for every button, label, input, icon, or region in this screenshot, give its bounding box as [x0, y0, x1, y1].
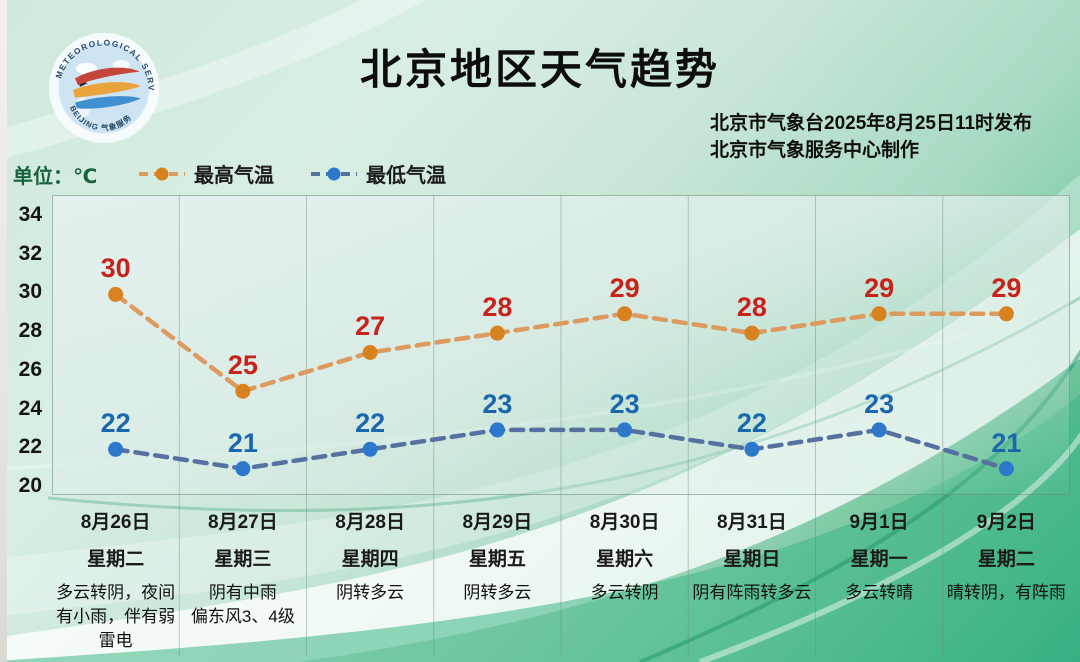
max-temp-value-label: 29 [991, 272, 1022, 303]
min-temp-value-label: 23 [864, 388, 895, 419]
date-label: 8月26日 [80, 512, 151, 533]
weekday-label: 星期日 [723, 549, 781, 570]
weather-description: 晴转阴，有阵雨 [943, 581, 1070, 605]
weekday-label: 星期二 [87, 549, 145, 570]
max-temp-point [108, 286, 124, 302]
weather-description-line: 多云转阴，夜间有小雨，伴有弱雷电 [56, 583, 176, 650]
min-temp-point [871, 422, 887, 438]
max-temp-point [871, 306, 887, 322]
max-temp-point [362, 344, 378, 360]
weather-description-line: 阴转多云 [336, 583, 405, 602]
weather-description-line: 阴有阵雨转多云 [692, 583, 812, 602]
weekday-label: 星期四 [341, 549, 399, 570]
weather-description: 阴有阵雨转多云 [688, 581, 815, 605]
min-temp-value-label: 22 [355, 408, 386, 439]
legend-item-min: 最低气温 [310, 159, 446, 188]
min-temp-value-label: 21 [227, 427, 258, 458]
date-label: 9月1日 [849, 512, 909, 533]
max-temp-value-label: 29 [864, 272, 895, 303]
min-temp-value-label: 23 [609, 388, 640, 419]
weather-description-line: 多云转阴 [590, 583, 659, 602]
weather-description: 阴转多云 [307, 581, 434, 605]
date-label: 9月2日 [976, 512, 1036, 533]
max-temp-point [235, 383, 251, 399]
weather-description: 阴有中雨偏东风3、4级 [179, 581, 306, 629]
max-temp-point [617, 306, 633, 322]
weather-description-line: 阴有中雨 [208, 583, 277, 602]
min-temp-value-label: 21 [991, 427, 1022, 458]
max-temp-value-label: 25 [227, 350, 258, 381]
weekday-label: 星期五 [468, 549, 526, 570]
date-label: 8月31日 [717, 512, 787, 533]
weather-description-line: 阴转多云 [463, 583, 532, 602]
min-temp-value-label: 22 [736, 408, 767, 439]
legend-line-icon [139, 167, 185, 180]
weekday-label: 星期三 [214, 549, 272, 570]
weather-description: 多云转晴 [816, 581, 943, 605]
page-title: 北京地区天气趋势 [359, 46, 720, 93]
min-temp-point [998, 461, 1014, 477]
date-label: 8月30日 [589, 512, 660, 533]
max-temp-value-label: 30 [100, 253, 131, 284]
weather-description: 阴转多云 [434, 581, 561, 605]
max-temp-value-label: 28 [482, 292, 513, 323]
max-temp-value-label: 27 [355, 311, 386, 342]
chart-legend: 最高气温 最低气温 [138, 159, 446, 188]
date-label: 8月29日 [462, 512, 533, 533]
legend-item-max: 最高气温 [138, 159, 274, 188]
y-axis-tick-label: 34 [18, 203, 42, 226]
legend-label: 最低气温 [366, 165, 446, 187]
legend-label: 最高气温 [194, 165, 274, 187]
publish-info: 北京市气象台2025年8月25日11时发布 北京市气象服务中心制作 [710, 110, 1060, 164]
min-temp-point [744, 441, 760, 457]
date-label: 8月27日 [208, 512, 278, 533]
legend-line-icon [311, 167, 357, 180]
max-temp-value-label: 29 [609, 272, 640, 303]
min-temp-value-label: 23 [482, 388, 513, 419]
publish-line-2: 北京市气象服务中心制作 [710, 140, 920, 161]
min-temp-point [489, 422, 505, 438]
weather-description: 多云转阴 [561, 581, 688, 605]
min-temp-point [617, 422, 633, 438]
date-label: 8月28日 [335, 512, 405, 533]
min-temp-point [362, 441, 378, 457]
unit-label: 单位：℃ [13, 166, 98, 188]
logo-icon: METEOROLOGICAL SERVICE BEIJING 气象服务 [42, 23, 160, 144]
min-temp-value-label: 22 [100, 408, 131, 439]
publish-line-1: 北京市气象台2025年8月25日11时发布 [710, 113, 1033, 134]
beijing-meteorological-logo: METEOROLOGICAL SERVICE BEIJING 气象服务 [42, 23, 162, 146]
weekday-label: 星期六 [596, 549, 654, 570]
min-temp-point [108, 441, 124, 457]
max-temp-point [489, 325, 505, 341]
max-temp-point [998, 306, 1014, 322]
max-temp-point [744, 325, 760, 341]
weather-description-line: 偏东风3、4级 [190, 607, 295, 626]
min-temp-point [235, 461, 251, 477]
weather-description-line: 晴转阴，有阵雨 [946, 583, 1066, 602]
weather-description: 多云转阴，夜间有小雨，伴有弱雷电 [52, 581, 179, 653]
weekday-label: 星期一 [850, 549, 908, 570]
weekday-label: 星期二 [977, 549, 1035, 570]
left-edge-decoration [0, 0, 7, 662]
weather-description-line: 多云转晴 [845, 583, 914, 602]
max-temp-value-label: 28 [736, 292, 767, 323]
